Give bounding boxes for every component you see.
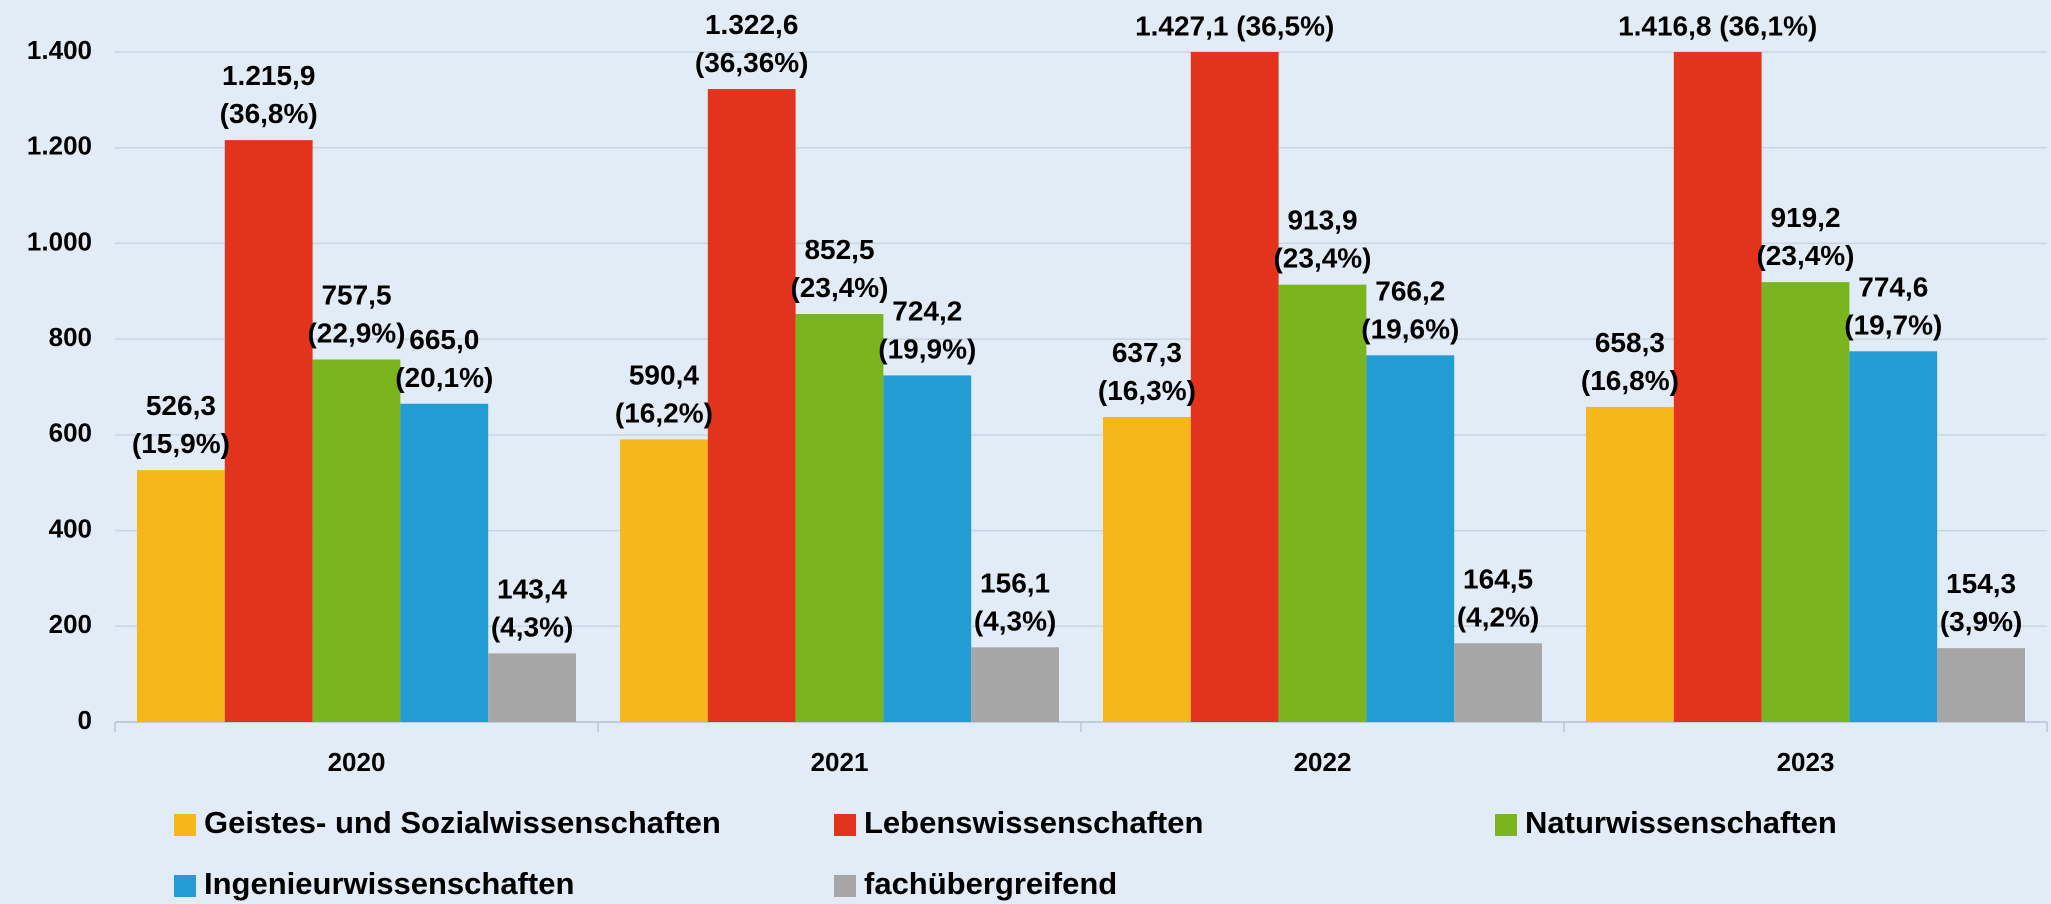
bars — [137, 52, 2025, 722]
x-tick-label: 2022 — [1294, 747, 1352, 777]
x-tick-label: 2021 — [811, 747, 869, 777]
y-tick-label: 400 — [49, 513, 92, 543]
value-label: 1.215,9 (36,8%) — [220, 60, 318, 129]
bar — [883, 375, 972, 722]
value-label: 143,4 (4,3%) — [491, 574, 573, 643]
legend-swatch — [1495, 814, 1517, 836]
value-label: 1.427,1 (36,5%) — [1135, 10, 1334, 41]
bar — [400, 403, 489, 722]
bar — [707, 89, 796, 722]
value-label: 156,1 (4,3%) — [974, 568, 1056, 637]
value-label: 658,3 (16,8%) — [1581, 327, 1679, 396]
bar — [1937, 648, 2025, 722]
bar — [488, 653, 576, 722]
value-label: 665,0 (20,1%) — [395, 324, 493, 393]
value-label: 164,5 (4,2%) — [1457, 564, 1539, 633]
y-tick-label: 1.400 — [27, 35, 92, 65]
labels: 0 200 400 600 800 1.000 1.200 1.400 2020 526,3 (15… — [27, 9, 2022, 901]
y-tick-label: 0 — [78, 705, 92, 735]
x-tick-label: 2023 — [1777, 747, 1835, 777]
legend-label: Naturwissenschaften — [1525, 805, 1837, 840]
bar — [1366, 355, 1455, 722]
bar — [224, 140, 313, 722]
x-tick-label: 2020 — [328, 747, 386, 777]
legend-swatch — [834, 875, 856, 897]
legend-label: Ingenieurwissenschaften — [204, 866, 574, 901]
value-label: 919,2 (23,4%) — [1756, 202, 1854, 271]
bar — [312, 359, 401, 722]
bar — [1761, 282, 1850, 722]
bar — [137, 470, 225, 722]
bar — [1849, 351, 1938, 722]
bar — [1586, 406, 1674, 722]
bar — [1190, 52, 1279, 722]
value-label: 852,5 (23,4%) — [790, 234, 888, 303]
y-tick-label: 800 — [49, 322, 92, 352]
value-label: 154,3 (3,9%) — [1940, 569, 2022, 638]
legend-label: Lebenswissenschaften — [864, 805, 1203, 840]
legend-label: fachübergreifend — [864, 866, 1117, 901]
value-label: 526,3 (15,9%) — [132, 391, 230, 460]
bar — [795, 314, 884, 722]
value-label: 774,6 (19,7%) — [1844, 272, 1942, 341]
y-tick-label: 200 — [49, 609, 92, 639]
legend-label: Geistes- und Sozialwissenschaften — [204, 805, 721, 840]
bar — [1278, 284, 1367, 722]
y-tick-label: 1.000 — [27, 226, 92, 256]
y-tick-label: 600 — [49, 418, 92, 448]
value-label: 590,4 (16,2%) — [615, 360, 713, 429]
value-label: 913,9 (23,4%) — [1273, 205, 1371, 274]
bar — [1454, 643, 1542, 722]
y-tick-label: 1.200 — [27, 131, 92, 161]
bar — [971, 647, 1059, 722]
bar — [620, 439, 708, 722]
value-label: 766,2 (19,6%) — [1361, 276, 1459, 345]
bar — [1673, 52, 1762, 722]
value-label: 637,3 (16,3%) — [1098, 337, 1196, 406]
value-label: 757,5 (22,9%) — [307, 280, 405, 349]
value-label: 724,2 (19,9%) — [878, 296, 976, 365]
bar — [1103, 417, 1191, 722]
legend-swatch — [834, 814, 856, 836]
legend-swatch — [174, 875, 196, 897]
legend-swatch — [174, 814, 196, 836]
value-label: 1.322,6 (36,36%) — [695, 9, 809, 78]
value-label: 1.416,8 (36,1%) — [1618, 10, 1817, 41]
